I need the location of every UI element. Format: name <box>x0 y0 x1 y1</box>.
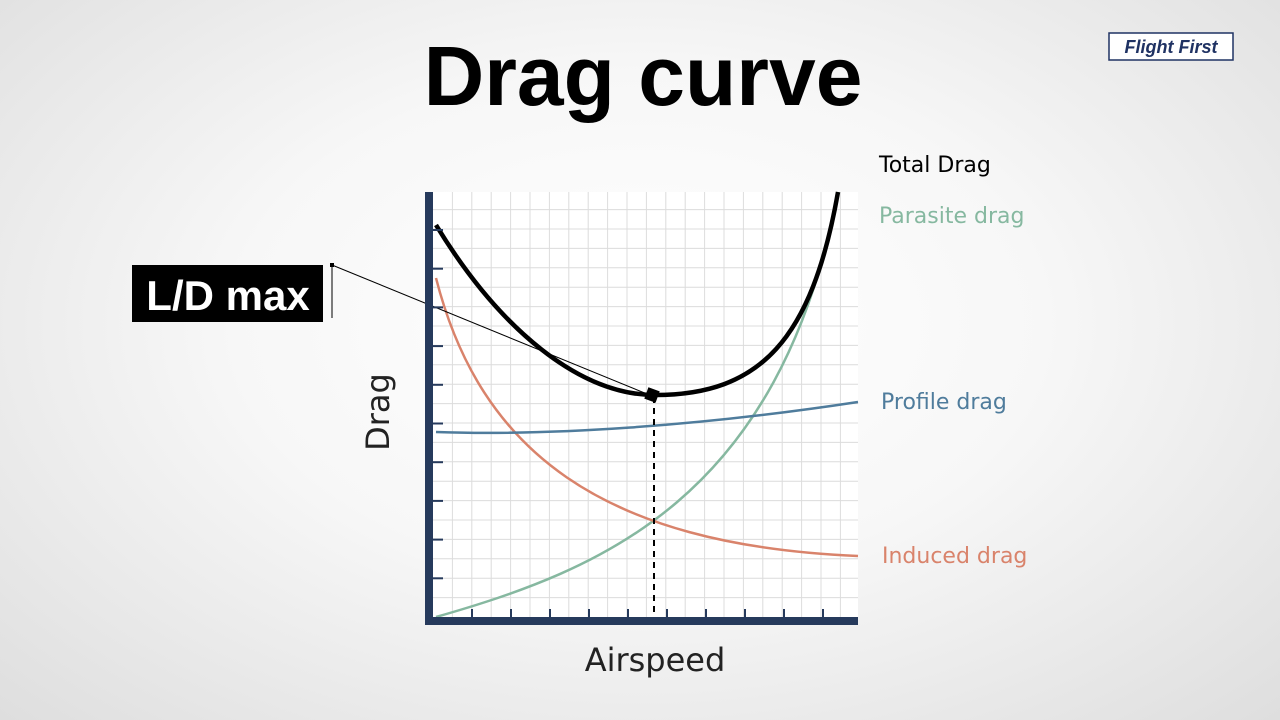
callout: L/D max <box>146 272 310 319</box>
induced-curve <box>434 277 859 558</box>
legend-parasite: Parasite drag <box>879 204 1024 229</box>
y-axis <box>425 192 433 625</box>
legend-induced: Induced drag <box>882 544 1027 569</box>
legend-total: Total Drag <box>878 153 991 178</box>
leader-line <box>331 264 653 397</box>
logo-box <box>1108 32 1234 61</box>
axis-ticks <box>433 229 824 617</box>
title: Drag curve <box>424 29 863 123</box>
logo: Flight First <box>1125 37 1219 57</box>
plot-area <box>425 192 858 625</box>
ldmax-point <box>644 387 660 403</box>
legend-profile: Profile drag <box>881 390 1007 415</box>
parasite-curve <box>435 191 840 619</box>
profile-curve <box>435 400 859 435</box>
x-axis-label: Airspeed <box>585 641 726 679</box>
callout-box <box>132 265 323 322</box>
grid <box>433 192 858 617</box>
x-axis <box>425 617 858 625</box>
y-axis-label: Drag <box>359 373 397 451</box>
